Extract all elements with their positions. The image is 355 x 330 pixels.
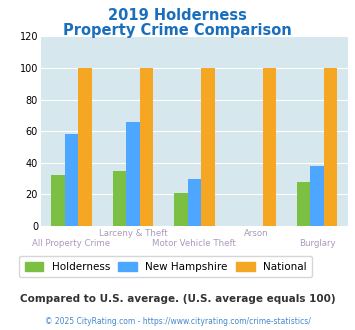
Bar	[297, 182, 310, 226]
Bar	[113, 171, 126, 226]
Bar	[310, 166, 324, 226]
Text: © 2025 CityRating.com - https://www.cityrating.com/crime-statistics/: © 2025 CityRating.com - https://www.city…	[45, 317, 310, 326]
Bar	[263, 68, 276, 226]
Text: Compared to U.S. average. (U.S. average equals 100): Compared to U.S. average. (U.S. average …	[20, 294, 335, 304]
Text: All Property Crime: All Property Crime	[32, 239, 111, 248]
Text: Motor Vehicle Theft: Motor Vehicle Theft	[152, 239, 236, 248]
Bar	[174, 193, 187, 226]
Bar	[51, 176, 65, 226]
Text: Arson: Arson	[244, 229, 268, 238]
Bar	[324, 68, 338, 226]
Bar	[187, 179, 201, 226]
Bar	[201, 68, 215, 226]
Bar	[78, 68, 92, 226]
Text: 2019 Holderness: 2019 Holderness	[108, 8, 247, 23]
Bar	[126, 122, 140, 226]
Bar	[65, 134, 78, 226]
Text: Burglary: Burglary	[299, 239, 335, 248]
Text: Larceny & Theft: Larceny & Theft	[99, 229, 167, 238]
Legend: Holderness, New Hampshire, National: Holderness, New Hampshire, National	[20, 256, 312, 277]
Bar	[140, 68, 153, 226]
Text: Property Crime Comparison: Property Crime Comparison	[63, 23, 292, 38]
